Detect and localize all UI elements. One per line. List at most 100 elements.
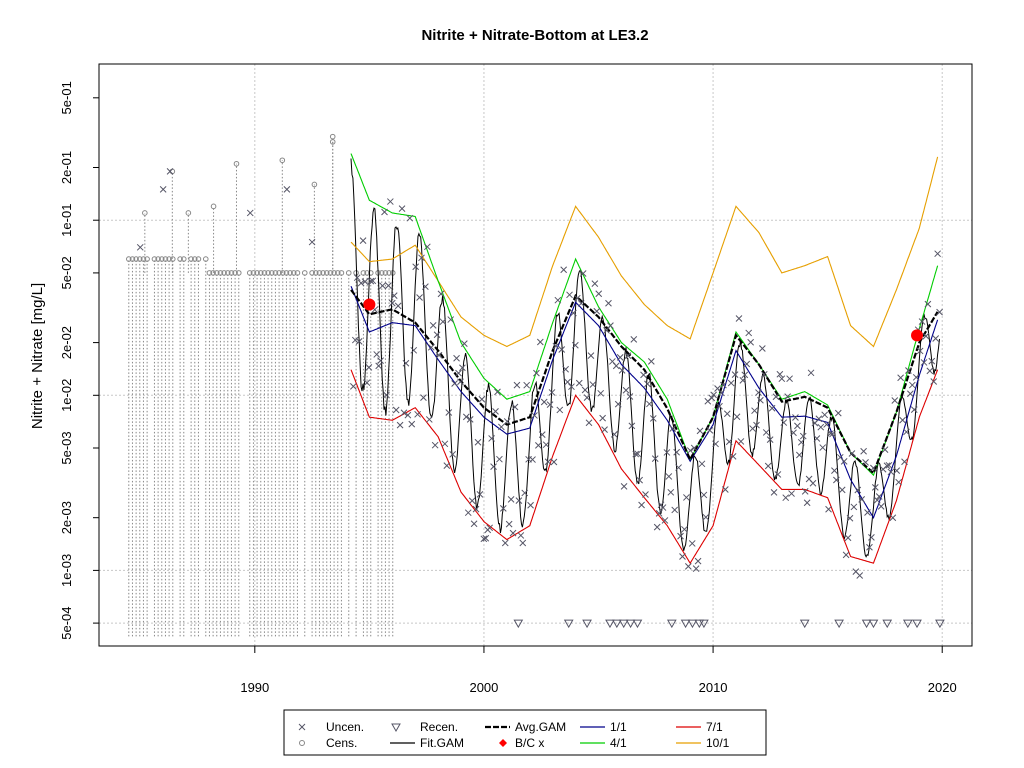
uncensored-point <box>698 460 706 468</box>
x-mark-stroke <box>443 462 451 470</box>
x-mark-stroke <box>622 386 630 394</box>
uncensored-point <box>901 458 908 466</box>
uncensored-point <box>807 369 815 377</box>
uncensored-point <box>897 374 904 382</box>
x-mark-stroke <box>723 410 731 418</box>
censored-point <box>294 270 301 276</box>
x-mark-stroke <box>838 486 846 494</box>
x-mark-stroke <box>665 473 673 480</box>
x-mark-stroke <box>548 389 556 396</box>
y-tick-label: 1e-03 <box>59 554 74 587</box>
uncensored-point <box>433 331 441 339</box>
recensored-point <box>632 619 643 629</box>
censored-point <box>283 270 290 276</box>
x-mark-stroke <box>870 464 877 472</box>
x-mark-stroke <box>832 476 840 484</box>
uncensored-point <box>453 354 460 362</box>
x-mark-stroke <box>523 381 531 389</box>
x-mark-stroke <box>359 237 367 244</box>
uncensored-point <box>246 209 254 217</box>
uncensored-point <box>766 436 774 443</box>
uncensored-point <box>398 205 406 212</box>
uncensored-point <box>492 408 499 415</box>
uncensored-point <box>764 462 772 470</box>
x-mark-stroke <box>721 486 729 493</box>
x-mark-stroke <box>877 502 885 510</box>
uncensored-point <box>388 299 396 307</box>
uncensored-point <box>905 367 912 374</box>
x-mark-stroke <box>836 453 844 461</box>
x-mark-stroke <box>410 346 418 354</box>
x-mark-stroke <box>441 440 449 448</box>
x-mark-stroke <box>570 309 577 317</box>
uncensored-point <box>733 413 741 421</box>
uncensored-point <box>834 409 842 417</box>
uncensored-point <box>566 291 573 299</box>
legend-item-cens: Cens. <box>299 736 357 750</box>
uncensored-point <box>908 381 916 389</box>
uncensored-point <box>782 494 790 502</box>
legend-label: 1/1 <box>610 720 627 734</box>
x-mark-stroke <box>390 292 398 300</box>
uncensored-point <box>832 476 840 484</box>
x-mark-stroke <box>788 490 795 497</box>
uncensored-point <box>533 369 540 377</box>
uncensored-point <box>349 383 357 390</box>
x-mark-stroke <box>554 296 562 304</box>
x-mark-stroke <box>813 435 821 442</box>
legend-item-recen: Recen. <box>391 720 458 734</box>
uncensored-point <box>579 270 587 277</box>
bc-point <box>911 329 924 342</box>
uncensored-point <box>447 316 455 323</box>
legend-item-bc: B/C x <box>499 736 544 750</box>
x-mark-stroke <box>492 408 499 415</box>
x-mark-stroke <box>727 379 735 387</box>
x-mark-stroke <box>472 505 480 513</box>
bc-point <box>363 298 376 311</box>
x-mark-stroke <box>447 316 455 323</box>
x-mark-stroke <box>862 459 869 466</box>
uncensored-point <box>651 455 659 462</box>
uncensored-point <box>136 243 144 251</box>
x-mark-stroke <box>406 214 414 222</box>
x-tick-label: 1990 <box>240 680 269 695</box>
legend-item-unc: Uncen. <box>298 720 364 734</box>
uncensored-point <box>283 186 291 193</box>
x-mark-stroke <box>246 209 254 217</box>
censored-point <box>217 270 224 276</box>
x-mark-stroke <box>507 496 515 503</box>
x-mark-stroke <box>501 539 509 547</box>
uncensored-point <box>612 362 620 370</box>
recensored-point <box>694 619 705 629</box>
uncensored-point <box>616 354 624 361</box>
y-tick-label: 5e-01 <box>59 81 74 114</box>
x-mark-stroke <box>905 367 912 374</box>
x-mark-stroke <box>823 421 830 428</box>
x-mark-stroke <box>710 391 718 399</box>
x-mark-stroke <box>439 318 447 326</box>
legend-triangle-symbol <box>391 723 401 733</box>
x-mark-stroke <box>889 514 897 522</box>
uncensored-point <box>166 168 174 175</box>
x-mark-stroke <box>733 413 741 421</box>
uncensored-point <box>681 525 688 533</box>
x-mark-stroke <box>774 471 782 478</box>
uncensored-point <box>603 327 610 334</box>
uncensored-point <box>794 422 801 430</box>
x-mark-stroke <box>801 488 809 495</box>
censored-point <box>188 256 194 262</box>
legend-label: B/C x <box>515 736 544 750</box>
recensored-point <box>618 619 629 629</box>
x-mark-stroke <box>817 423 825 431</box>
x-mark-stroke <box>166 168 174 175</box>
censored-point <box>261 270 268 276</box>
uncensored-point <box>770 489 778 496</box>
x-mark-stroke <box>760 370 768 378</box>
x-mark-stroke <box>741 371 749 379</box>
x-mark-stroke <box>871 484 879 491</box>
uncensored-point <box>747 338 755 346</box>
uncensored-point <box>425 416 433 423</box>
x-mark-stroke <box>363 379 371 387</box>
x-mark-stroke <box>351 336 359 344</box>
